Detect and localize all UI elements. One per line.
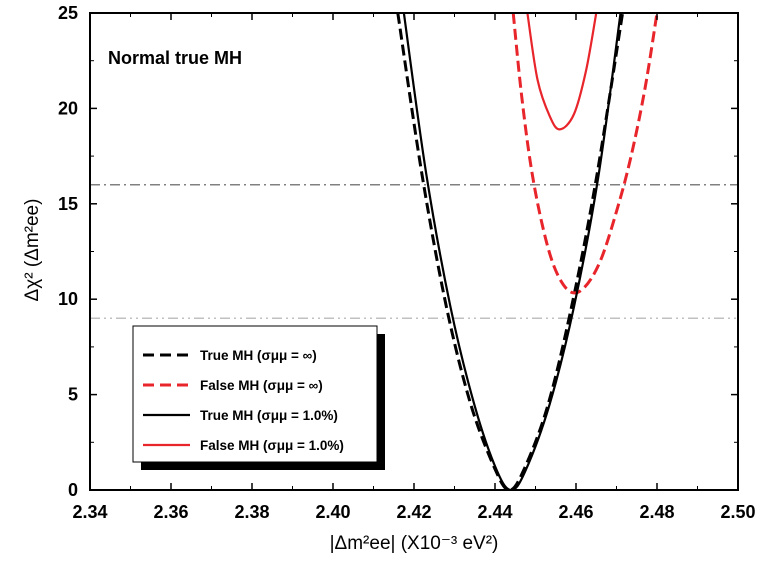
series-layer (396, 13, 659, 490)
x-tick-label: 2.34 (72, 502, 107, 522)
y-tick-label: 15 (58, 194, 78, 214)
y-tick-label: 5 (68, 385, 78, 405)
legend-label: True MH (σμμ = ∞) (200, 348, 317, 363)
x-tick-label: 2.40 (315, 502, 350, 522)
y-tick-label: 10 (58, 289, 78, 309)
axis-ticks: 2.34 2.36 2.38 2.40 2.42 2.44 2.46 2.48 2.50 0 5 10… (58, 3, 756, 522)
chart-annotation: Normal true MH (108, 48, 242, 68)
x-tick-label: 2.38 (234, 502, 269, 522)
x-tick-label: 2.36 (153, 502, 188, 522)
series-true-mh-inf-line (396, 13, 625, 490)
y-tick-label: 0 (68, 480, 78, 500)
x-tick-label: 2.48 (639, 502, 674, 522)
series-true-mh-1pct-line (402, 13, 622, 490)
legend-label: False MH (σμμ = 1.0%) (200, 438, 344, 453)
legend-label: True MH (σμμ = 1.0%) (200, 408, 338, 423)
x-tick-label: 2.46 (558, 502, 593, 522)
series-false-mh-1pct-line (526, 13, 598, 131)
legend: True MH (σμμ = ∞) False MH (σμμ = ∞) True … (132, 325, 385, 470)
x-axis-label: |Δm²ee| (X10⁻³ eV²) (330, 533, 499, 554)
y-tick-label: 20 (58, 98, 78, 118)
y-tick-label: 25 (58, 3, 78, 23)
legend-label: False MH (σμμ = ∞) (200, 378, 323, 393)
legend-box (132, 325, 378, 463)
reference-lines (90, 183, 738, 320)
y-axis-label: Δχ² (Δm²ee) (22, 199, 43, 302)
x-tick-label: 2.42 (396, 502, 431, 522)
x-tick-label: 2.50 (720, 502, 755, 522)
x-tick-label: 2.44 (477, 502, 512, 522)
